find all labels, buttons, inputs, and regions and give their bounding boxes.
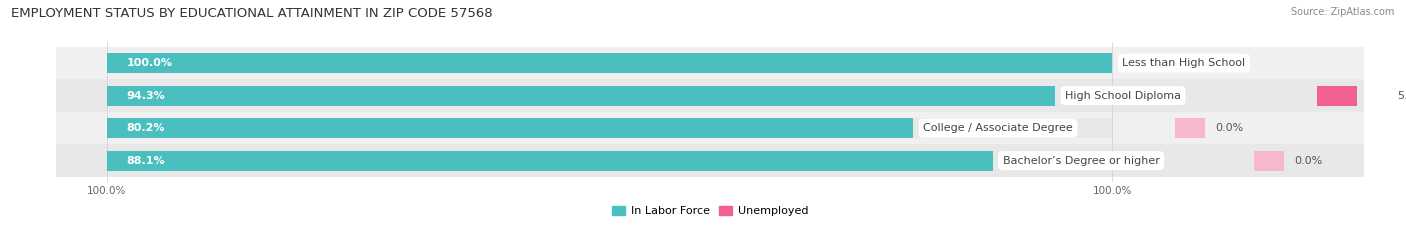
Bar — [107, 86, 1054, 106]
Bar — [107, 118, 1112, 138]
Text: 80.2%: 80.2% — [127, 123, 165, 133]
Text: 5.0%: 5.0% — [1398, 91, 1406, 101]
Bar — [1316, 86, 1357, 106]
Bar — [107, 118, 914, 138]
Text: Source: ZipAtlas.com: Source: ZipAtlas.com — [1291, 7, 1395, 17]
Bar — [107, 86, 1112, 106]
Bar — [56, 79, 1364, 112]
Text: EMPLOYMENT STATUS BY EDUCATIONAL ATTAINMENT IN ZIP CODE 57568: EMPLOYMENT STATUS BY EDUCATIONAL ATTAINM… — [11, 7, 494, 20]
Bar — [107, 151, 993, 171]
Text: 88.1%: 88.1% — [127, 156, 166, 166]
Bar — [56, 144, 1364, 177]
Text: 94.3%: 94.3% — [127, 91, 166, 101]
Text: 100.0%: 100.0% — [127, 58, 173, 68]
Bar — [107, 151, 1112, 171]
Text: 0.0%: 0.0% — [1295, 156, 1323, 166]
Bar — [1374, 53, 1405, 73]
Bar — [1254, 151, 1284, 171]
Text: 0.0%: 0.0% — [1215, 123, 1243, 133]
Text: Bachelor’s Degree or higher: Bachelor’s Degree or higher — [1002, 156, 1160, 166]
Bar — [107, 53, 1112, 73]
Bar — [56, 112, 1364, 144]
Bar — [107, 53, 1112, 73]
Text: College / Associate Degree: College / Associate Degree — [924, 123, 1073, 133]
Bar — [1175, 118, 1205, 138]
Bar — [56, 47, 1364, 79]
Text: Less than High School: Less than High School — [1122, 58, 1246, 68]
Legend: In Labor Force, Unemployed: In Labor Force, Unemployed — [607, 202, 813, 221]
Text: High School Diploma: High School Diploma — [1066, 91, 1181, 101]
